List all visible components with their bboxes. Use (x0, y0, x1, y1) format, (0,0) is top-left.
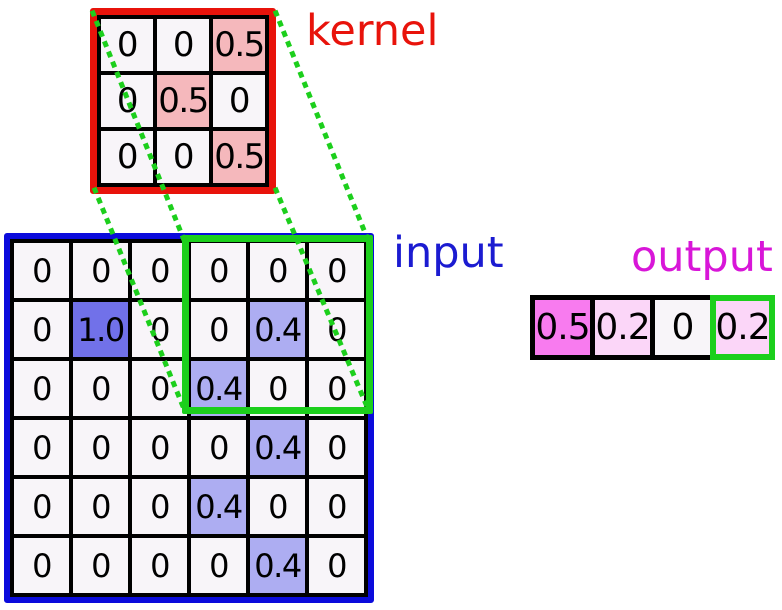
output-label: output (631, 232, 773, 282)
kernel-grid: 0 0 0.5 0 0.5 0 0 0 0.5 (90, 8, 276, 194)
input-cell: 0 (132, 538, 187, 593)
kernel-cell: 0 (157, 131, 209, 183)
input-cell: 0 (73, 420, 128, 475)
input-cell: 0 (14, 420, 69, 475)
input-cell: 0.4 (191, 479, 246, 534)
kernel-cell: 0 (101, 131, 153, 183)
kernel-cell: 0.5 (213, 131, 265, 183)
input-cell: 0 (132, 302, 187, 357)
input-label: input (393, 228, 504, 278)
input-cell: 0.4 (250, 420, 305, 475)
kernel-cell: 0.5 (213, 19, 265, 71)
input-cell: 0 (191, 420, 246, 475)
input-cell: 0 (132, 361, 187, 416)
input-cell: 0 (309, 420, 364, 475)
input-cell: 0 (14, 479, 69, 534)
input-cell: 0 (191, 302, 246, 357)
input-cell: 0.4 (191, 361, 246, 416)
kernel-cell: 0.5 (157, 75, 209, 127)
input-cell: 0 (132, 420, 187, 475)
input-cell: 0 (250, 479, 305, 534)
active-region-box (182, 235, 373, 414)
input-cell: 0 (309, 479, 364, 534)
output-cell: 0.2 (590, 295, 655, 360)
output-cell: 0 (650, 295, 715, 360)
input-cell: 0 (132, 243, 187, 298)
kernel-cell: 0 (101, 75, 153, 127)
kernel-cell: 0 (213, 75, 265, 127)
kernel-label: kernel (306, 6, 439, 56)
input-cell: 0 (73, 243, 128, 298)
input-cell: 0 (73, 538, 128, 593)
input-cell: 1.0 (73, 302, 128, 357)
kernel-cell: 0 (157, 19, 209, 71)
input-cell: 0 (73, 479, 128, 534)
input-cell: 0 (73, 361, 128, 416)
input-cell: 0 (14, 538, 69, 593)
input-cell: 0 (14, 361, 69, 416)
input-cell: 0 (309, 538, 364, 593)
output-row: 0.5 0.2 0 0.2 (530, 295, 775, 360)
input-cell: 0 (14, 243, 69, 298)
input-cell: 0 (191, 243, 246, 298)
input-cell: 0 (132, 479, 187, 534)
output-cell: 0.5 (530, 295, 595, 360)
output-cell: 0.2 (710, 295, 775, 360)
input-cell: 0 (191, 538, 246, 593)
input-cell: 0 (14, 302, 69, 357)
input-cell: 0.4 (250, 538, 305, 593)
kernel-cell: 0 (101, 19, 153, 71)
